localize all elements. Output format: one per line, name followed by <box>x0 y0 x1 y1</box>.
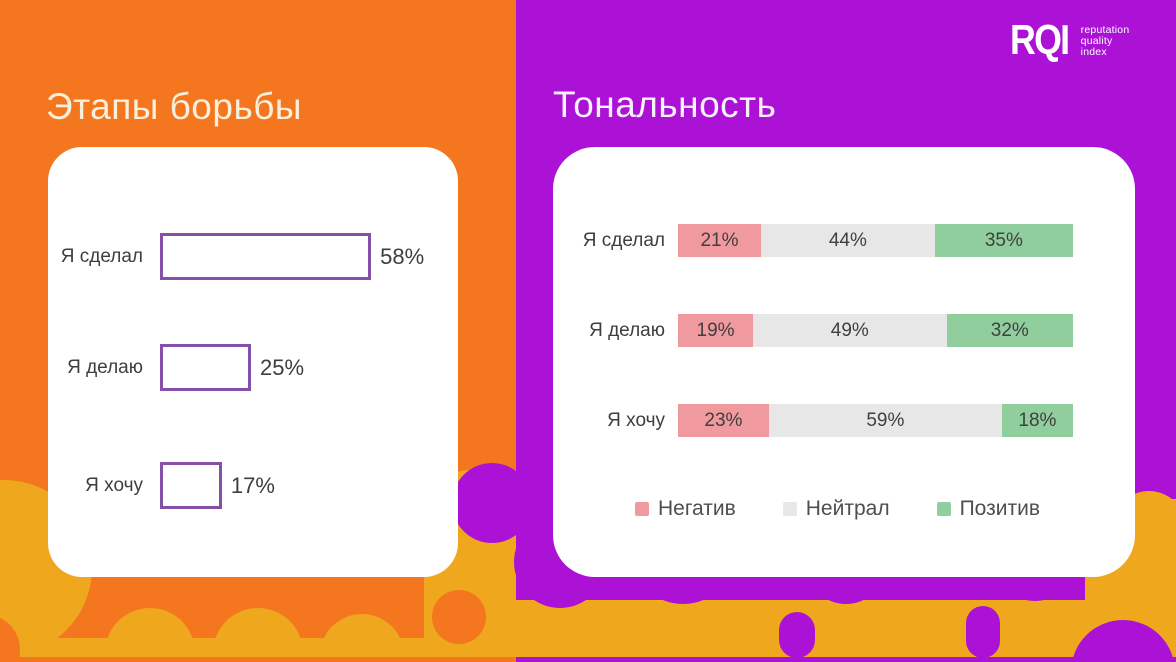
legend-label-positive: Позитив <box>959 497 1040 520</box>
rqi-logo: RQI reputation quality index <box>1010 16 1130 63</box>
neutral-segment: 44% <box>760 224 935 257</box>
rqi-logo-tagline: reputation quality index <box>1081 25 1130 58</box>
legend-label-negative: Негатив <box>658 497 736 520</box>
stacked-row-2-label: Я делаю <box>589 319 665 341</box>
bar-row-2-label: Я делаю <box>67 356 143 378</box>
bar-row-3: Я хочу 17% <box>48 462 275 509</box>
stacked-row-2: Я делаю 19% 49% 32% <box>553 314 1073 347</box>
positive-swatch-icon <box>936 502 951 516</box>
right-panel-title: Тональность <box>553 84 777 125</box>
bar-row-2-value: 25% <box>260 354 305 380</box>
bar-row-3-label: Я хочу <box>85 474 143 496</box>
positive-segment: 18% <box>1001 404 1073 437</box>
rqi-logo-text: RQI <box>1010 16 1070 63</box>
bar-row-1: Я сделал 58% <box>48 233 424 280</box>
negative-segment: 21% <box>678 224 761 257</box>
stages-chart-card: Я сделал 58% Я делаю 25% Я хочу 17% <box>48 147 458 577</box>
tagline-line-3: index <box>1080 46 1107 58</box>
negative-segment: 23% <box>678 404 769 437</box>
stacked-row-2-track: 19% 49% 32% <box>678 314 1073 347</box>
stacked-row-3: Я хочу 23% 59% 18% <box>553 404 1073 437</box>
bar-row-1-label: Я сделал <box>60 245 143 267</box>
stacked-row-3-label: Я хочу <box>607 409 665 431</box>
left-panel-title: Этапы борьбы <box>46 86 303 127</box>
neutral-segment: 59% <box>768 404 1002 437</box>
legend-item-positive: Позитив <box>936 497 1040 521</box>
bar-row-3-bar <box>160 462 222 509</box>
bar-row-1-bar <box>160 233 372 280</box>
neutral-swatch-icon <box>782 502 797 516</box>
positive-segment: 35% <box>934 224 1073 257</box>
neutral-segment: 49% <box>753 314 947 347</box>
tonality-legend: Негатив Нейтрал Позитив <box>635 497 1087 521</box>
negative-swatch-icon <box>635 502 649 516</box>
tagline-line-1: reputation <box>1080 24 1130 36</box>
positive-segment: 32% <box>946 314 1073 347</box>
stacked-row-1: Я сделал 21% 44% 35% <box>553 224 1073 257</box>
bar-row-3-value: 17% <box>230 472 275 498</box>
legend-item-neutral: Нейтрал <box>782 497 890 521</box>
tonality-chart-card: Я сделал 21% 44% 35% Я делаю 19% 49% 32%… <box>553 147 1135 577</box>
legend-label-neutral: Нейтрал <box>805 497 890 520</box>
tagline-line-2: quality <box>1080 35 1113 47</box>
stacked-row-1-track: 21% 44% 35% <box>678 224 1073 257</box>
legend-item-negative: Негатив <box>635 497 736 521</box>
stacked-row-1-label: Я сделал <box>582 229 665 251</box>
bar-row-1-value: 58% <box>380 243 425 269</box>
bar-row-2-bar <box>160 344 251 391</box>
stacked-row-3-track: 23% 59% 18% <box>678 404 1073 437</box>
negative-segment: 19% <box>678 314 754 347</box>
bar-row-2: Я делаю 25% <box>48 344 304 391</box>
